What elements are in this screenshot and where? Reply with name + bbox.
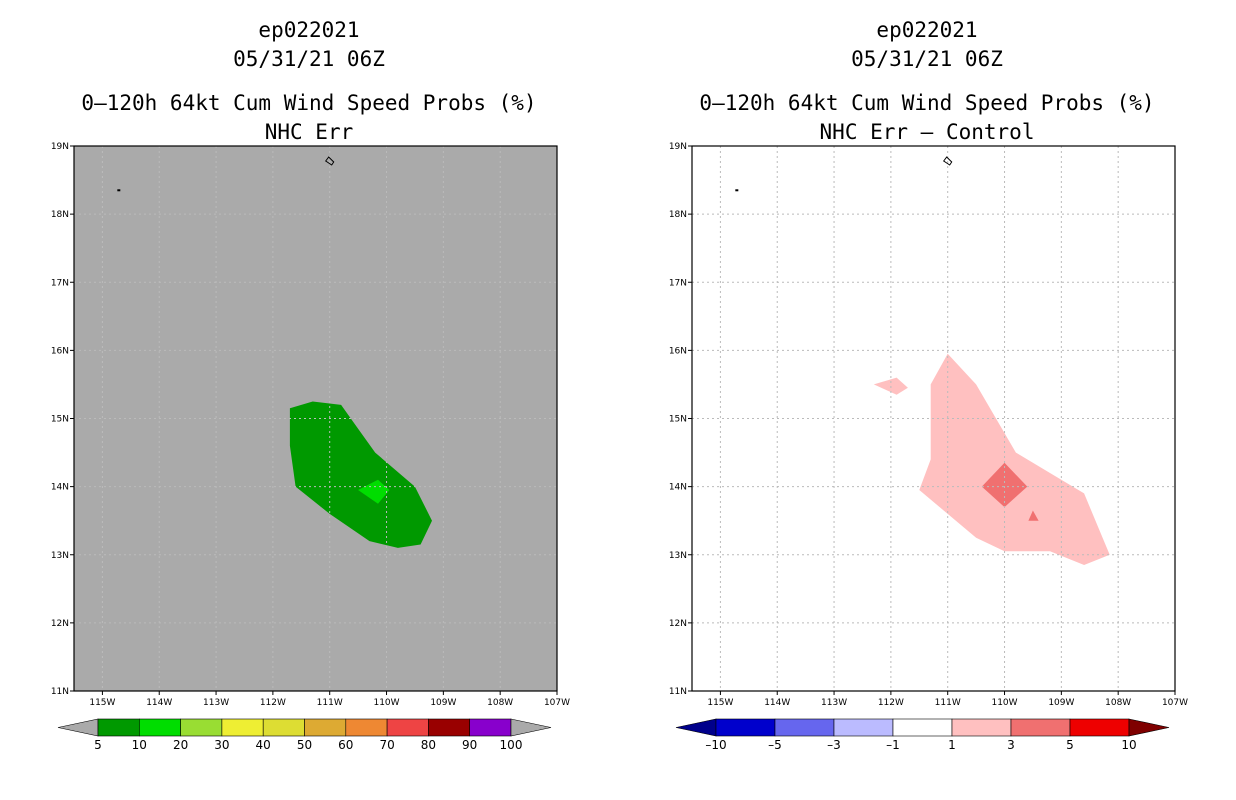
y-tick-label: 12N <box>51 619 69 629</box>
panel-subtitle: NHC Err – Control <box>819 120 1035 144</box>
colorbar-label: 5 <box>1066 738 1074 752</box>
x-tick-label: 112W <box>878 698 904 708</box>
x-tick-label: 108W <box>487 698 513 708</box>
x-tick-label: 115W <box>707 698 733 708</box>
contour-3 <box>981 462 1028 508</box>
storm-id: ep022021 <box>258 18 360 42</box>
x-tick-label: 113W <box>821 698 847 708</box>
panel-nhc-err-minus-control: ep022021 05/31/21 06Z 0–120h 64kt Cum Wi… <box>618 0 1236 800</box>
colorbar-swatch <box>892 718 953 737</box>
y-tick-label: 15N <box>51 415 69 425</box>
colorbar-label: 20 <box>173 738 188 752</box>
x-tick-label: 111W <box>935 698 961 708</box>
colorbar-label: 90 <box>462 738 477 752</box>
colorbar-swatch <box>262 718 305 737</box>
colorbar-swatch <box>951 718 1012 737</box>
x-tick-label: 113W <box>203 698 229 708</box>
colorbar-label: 40 <box>256 738 271 752</box>
colorbar-swatch <box>345 718 388 737</box>
forecast-datetime: 05/31/21 06Z <box>233 47 385 71</box>
colorbar-low-arrow <box>57 718 99 737</box>
colorbar-high-arrow <box>1128 718 1170 737</box>
y-tick-label: 12N <box>669 619 687 629</box>
x-tick-label: 110W <box>373 698 399 708</box>
colorbar-label: 30 <box>214 738 229 752</box>
y-tick-label: 11N <box>51 687 69 697</box>
x-tick-label: 110W <box>991 698 1017 708</box>
colorbar-swatch <box>833 718 894 737</box>
y-tick-label: 14N <box>669 483 687 493</box>
panel-nhc-err: ep022021 05/31/21 06Z 0–120h 64kt Cum Wi… <box>51 18 570 752</box>
x-tick-label: 112W <box>260 698 286 708</box>
contour-5 <box>289 401 432 548</box>
y-tick-label: 16N <box>669 346 687 356</box>
product-title: 0–120h 64kt Cum Wind Speed Probs (%) <box>81 91 537 115</box>
colorbar-label: 80 <box>421 738 436 752</box>
colorbar-label: 60 <box>338 738 353 752</box>
y-tick-label: 18N <box>669 210 687 220</box>
x-tick-label: 107W <box>1162 698 1188 708</box>
x-tick-label: 114W <box>764 698 790 708</box>
colorbar-swatch <box>304 718 347 737</box>
difference-map: 115W 114W 113W 112W 111W 110W 109W 108W 107W 11N 1… <box>669 142 1188 752</box>
y-tick-label: 15N <box>669 415 687 425</box>
colorbar-label: –5 <box>768 738 782 752</box>
colorbar-label: 100 <box>500 738 523 752</box>
colorbar-swatch <box>1010 718 1071 737</box>
colorbar-low-arrow <box>675 718 717 737</box>
colorbar-swatch <box>469 718 512 737</box>
y-tick-label: 18N <box>51 210 69 220</box>
y-tick-label: 13N <box>51 551 69 561</box>
colorbar-label: 10 <box>132 738 147 752</box>
colorbar-label: 70 <box>379 738 394 752</box>
x-tick-label: 108W <box>1105 698 1131 708</box>
y-tick-label: 11N <box>669 687 687 697</box>
y-tick-label: 16N <box>51 346 69 356</box>
island-socorro <box>324 156 335 166</box>
x-tick-label: 107W <box>544 698 570 708</box>
island-san-benedicto <box>117 189 121 192</box>
colorbar-label: 50 <box>297 738 312 752</box>
colorbar-high-arrow <box>510 718 552 737</box>
colorbar-label: –3 <box>827 738 841 752</box>
y-tick-label: 19N <box>669 142 687 152</box>
storm-id: ep022021 <box>876 18 978 42</box>
colorbar-swatch <box>715 718 776 737</box>
colorbar-label: 3 <box>1007 738 1015 752</box>
gridlines <box>692 146 1175 691</box>
x-tick-label: 109W <box>430 698 456 708</box>
colorbar-swatch <box>97 718 140 737</box>
colorbar-label: –10 <box>705 738 726 752</box>
x-tick-label: 109W <box>1048 698 1074 708</box>
island-socorro <box>942 156 953 166</box>
y-tick-label: 17N <box>669 278 687 288</box>
panel-subtitle: NHC Err <box>264 120 354 144</box>
y-tick-label: 19N <box>51 142 69 152</box>
x-tick-label: 114W <box>146 698 172 708</box>
colorbar-swatch <box>774 718 835 737</box>
colorbar-label: 1 <box>948 738 956 752</box>
island-san-benedicto <box>735 189 739 192</box>
product-title: 0–120h 64kt Cum Wind Speed Probs (%) <box>699 91 1155 115</box>
probability-map: 115W 114W 113W 112W 111W 110W 109W 108W 107W 11N 1… <box>51 142 570 752</box>
colorbar-label: 5 <box>94 738 102 752</box>
colorbar-swatch <box>139 718 181 737</box>
gridlines <box>74 146 557 691</box>
colorbar-swatch <box>180 718 223 737</box>
forecast-datetime: 05/31/21 06Z <box>851 47 1003 71</box>
colorbar-swatch <box>428 718 470 737</box>
colorbar-swatch <box>1069 718 1130 737</box>
y-tick-label: 14N <box>51 483 69 493</box>
colorbar-swatch <box>221 718 264 737</box>
x-tick-label: 111W <box>317 698 343 708</box>
contour-10 <box>358 479 390 504</box>
x-tick-label: 115W <box>89 698 115 708</box>
y-tick-label: 17N <box>51 278 69 288</box>
y-tick-label: 13N <box>669 551 687 561</box>
contour-3 <box>1028 510 1039 521</box>
colorbar-label: 10 <box>1121 738 1136 752</box>
contour-1 <box>919 353 1110 565</box>
colorbar-label: –1 <box>886 738 900 752</box>
colorbar-swatch <box>386 718 429 737</box>
